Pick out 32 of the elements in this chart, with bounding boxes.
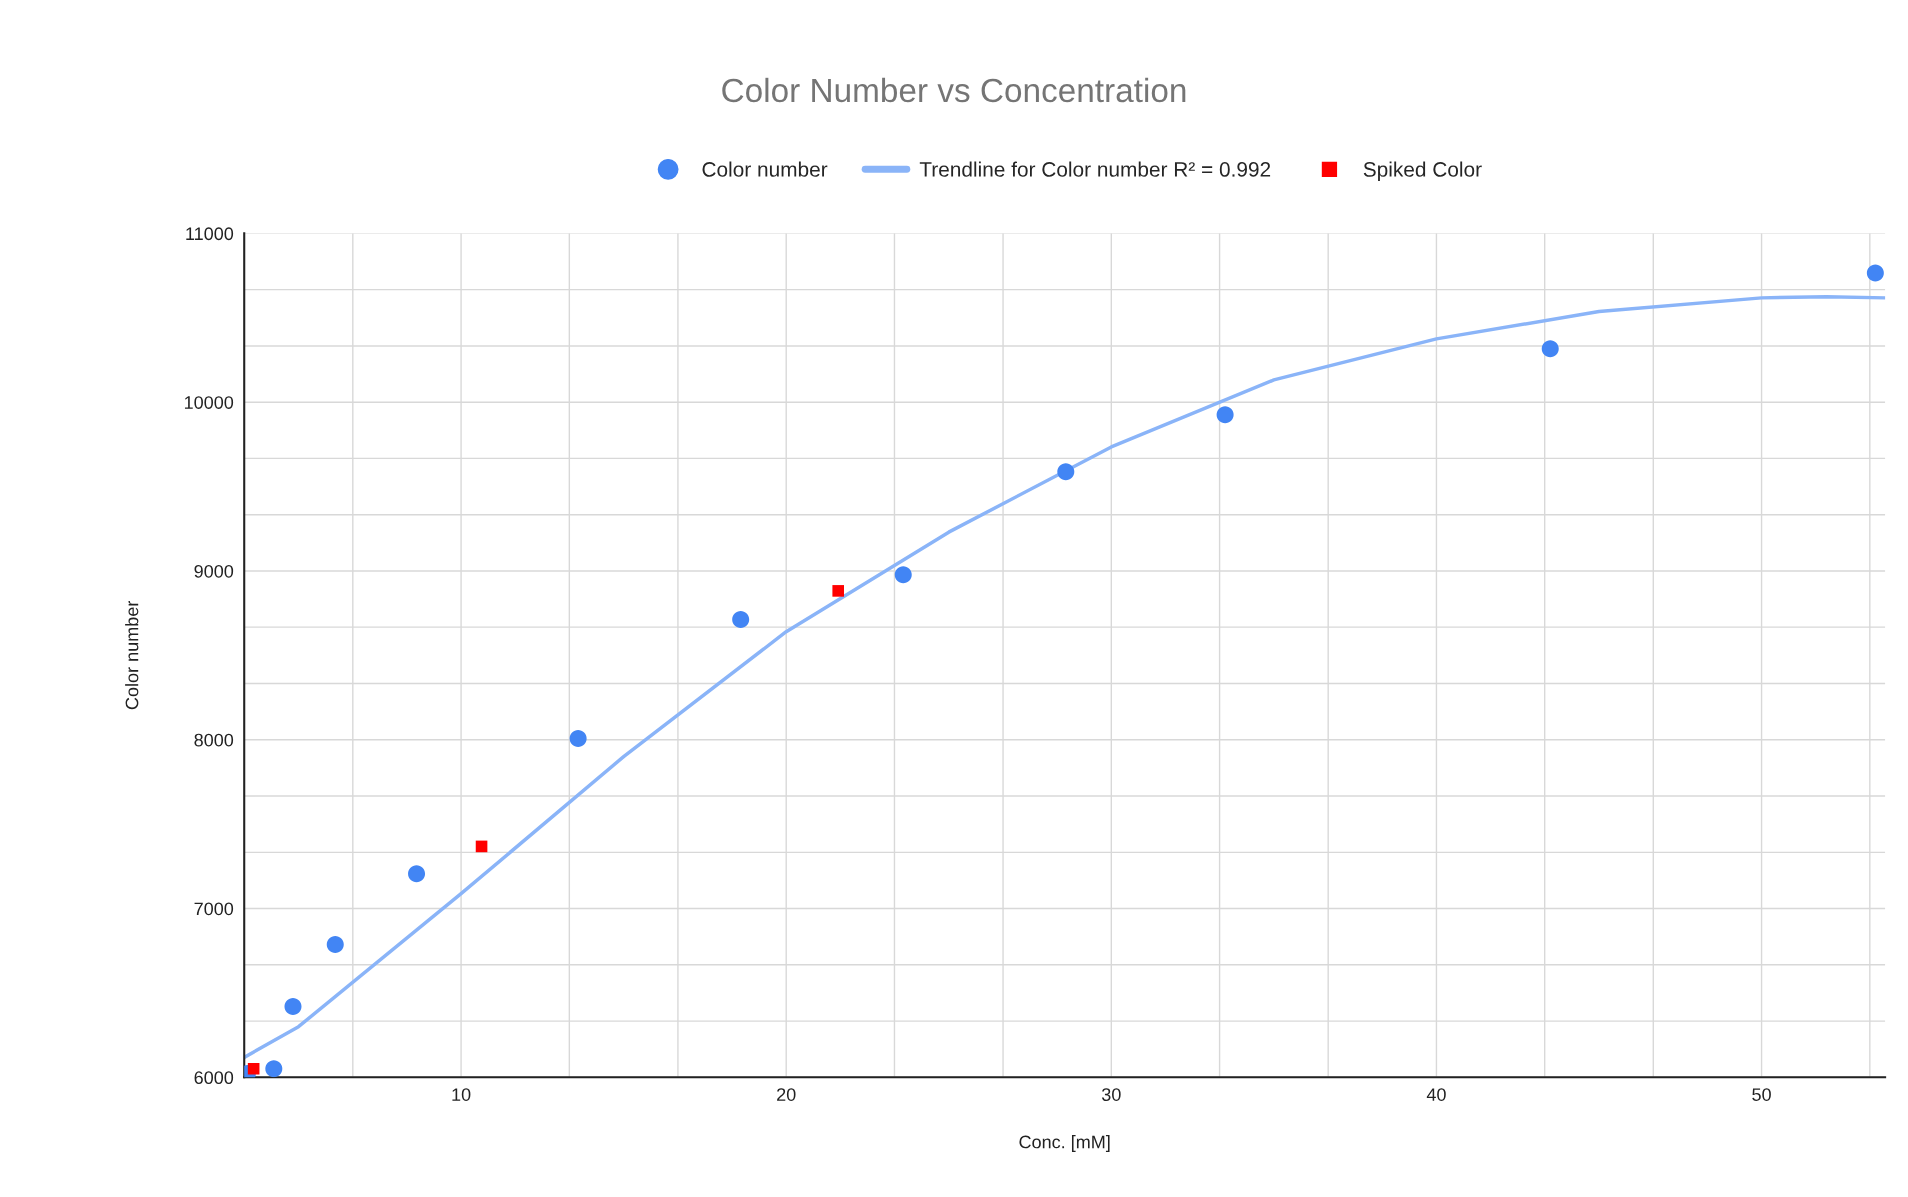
x-tick-label: 20 xyxy=(777,1088,796,1101)
point xyxy=(284,998,302,1016)
point xyxy=(326,935,344,953)
y-tick-label: 11000 xyxy=(186,227,234,241)
x-tick-label: 40 xyxy=(1426,1088,1446,1101)
point xyxy=(1866,264,1884,282)
y-tick-label: 7000 xyxy=(194,902,234,916)
point xyxy=(408,865,426,883)
line-series xyxy=(244,294,1886,1060)
point xyxy=(1216,406,1234,424)
x-tick-label: 30 xyxy=(1101,1088,1121,1101)
point xyxy=(475,840,488,853)
x-axis-title: Conc. [mM] xyxy=(1019,1135,1110,1152)
point xyxy=(832,585,845,597)
y-tick-label: 8000 xyxy=(194,733,234,747)
y-tick-label: 10000 xyxy=(184,396,234,409)
legend-label: Spiked Color xyxy=(1363,161,1482,181)
point xyxy=(569,730,587,748)
legend-label: Color number xyxy=(702,161,828,177)
legend-label: Trendline for Color number R² = 0.992 xyxy=(919,161,1271,177)
y-axis-title: Color number xyxy=(125,600,139,710)
point xyxy=(1541,340,1559,358)
point xyxy=(247,1062,260,1075)
y-tick-label: 6000 xyxy=(194,1071,234,1085)
chart-title: Color Number vs Concentration xyxy=(722,77,1186,103)
x-tick-label: 10 xyxy=(452,1088,471,1101)
x-tick-label: 50 xyxy=(1752,1088,1771,1101)
point xyxy=(894,566,912,584)
y-tick-label: 9000 xyxy=(194,564,234,578)
point xyxy=(265,1060,283,1078)
point xyxy=(1057,463,1075,481)
point xyxy=(732,610,750,628)
